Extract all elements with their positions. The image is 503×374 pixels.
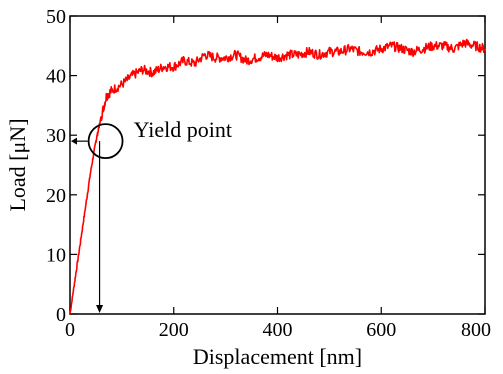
- x-axis-title: Displacement [nm]: [193, 344, 362, 369]
- x-axis-ticks: 0 200 400 600 800: [65, 16, 491, 341]
- plot-frame: [69, 15, 486, 315]
- x-tick-label: 800: [461, 319, 491, 341]
- arrow-left-head: [71, 137, 77, 145]
- x-tick-label: 200: [159, 319, 189, 341]
- x-tick-label: 0: [65, 319, 75, 341]
- y-axis-ticks: 0 10 20 30 40 50: [46, 6, 485, 326]
- load-curve: [69, 38, 486, 315]
- yield-point-label: Yield point: [134, 117, 232, 142]
- y-axis-title: Load [μN]: [5, 118, 30, 211]
- y-tick-label: 20: [46, 185, 66, 207]
- arrow-down-head: [96, 305, 104, 313]
- y-tick-label: 30: [46, 125, 66, 147]
- yield-point-circle: [87, 123, 124, 160]
- x-tick-label: 400: [263, 319, 293, 341]
- y-tick-label: 50: [46, 6, 66, 28]
- x-tick-label: 600: [366, 319, 396, 341]
- yield-point-annotation: Yield point: [71, 117, 232, 313]
- y-tick-label: 10: [46, 244, 66, 266]
- y-tick-label: 0: [56, 304, 66, 326]
- y-tick-label: 40: [46, 66, 66, 88]
